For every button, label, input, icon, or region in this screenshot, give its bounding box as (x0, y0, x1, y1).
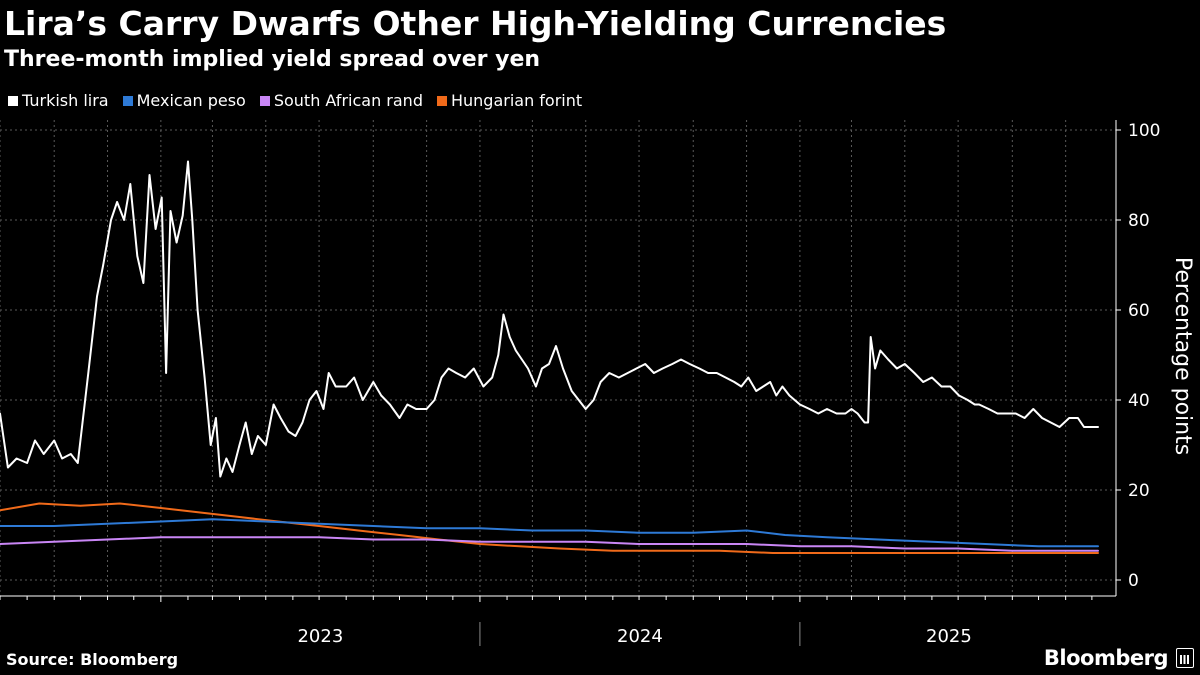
x-tick-label-2023: 2023 (297, 626, 343, 647)
legend-label-south-african-rand: South African rand (273, 91, 423, 110)
legend-swatch-turkish-lira (8, 96, 18, 106)
legend-item-turkish-lira: Turkish lira (8, 90, 109, 112)
legend: Turkish lira Mexican peso South African … (8, 90, 582, 112)
bloomberg-logo: Bloomberg (1043, 646, 1169, 670)
series-line-mexican-peso (0, 518, 1099, 548)
y-tick-label-0: 0 (1128, 571, 1139, 591)
series-line-turkish-lira (0, 160, 1099, 478)
y-tick-label-3: 60 (1128, 301, 1150, 321)
legend-swatch-hungarian-forint (436, 96, 447, 106)
y-tick-label-2: 40 (1128, 391, 1150, 411)
legend-swatch-mexican-peso (122, 96, 133, 106)
y-tick-label-5: 100 (1128, 121, 1160, 141)
chart-subtitle: Three-month implied yield spread over ye… (4, 47, 541, 72)
legend-item-mexican-peso: Mexican peso (122, 90, 246, 112)
series-line-south-african-rand (0, 536, 1099, 552)
bloomberg-chart-icon (1176, 648, 1194, 668)
legend-label-mexican-peso: Mexican peso (136, 91, 246, 110)
y-tick-label-4: 80 (1128, 211, 1150, 231)
legend-item-south-african-rand: South African rand (259, 90, 423, 112)
source-note: Source: Bloomberg (6, 650, 179, 669)
y-tick-label-1: 20 (1128, 481, 1150, 501)
legend-label-hungarian-forint: Hungarian forint (450, 91, 583, 110)
legend-item-hungarian-forint: Hungarian forint (436, 90, 583, 112)
legend-label-turkish-lira: Turkish lira (22, 91, 109, 110)
legend-swatch-south-african-rand (259, 96, 270, 106)
x-tick-label-2025: 2025 (926, 626, 972, 647)
x-tick-label-2024: 2024 (617, 626, 663, 647)
y-axis-title: Percentage points (1170, 257, 1195, 455)
chart-title: Lira’s Carry Dwarfs Other High-Yielding … (4, 4, 947, 43)
series-line-hungarian-forint (0, 502, 1099, 554)
